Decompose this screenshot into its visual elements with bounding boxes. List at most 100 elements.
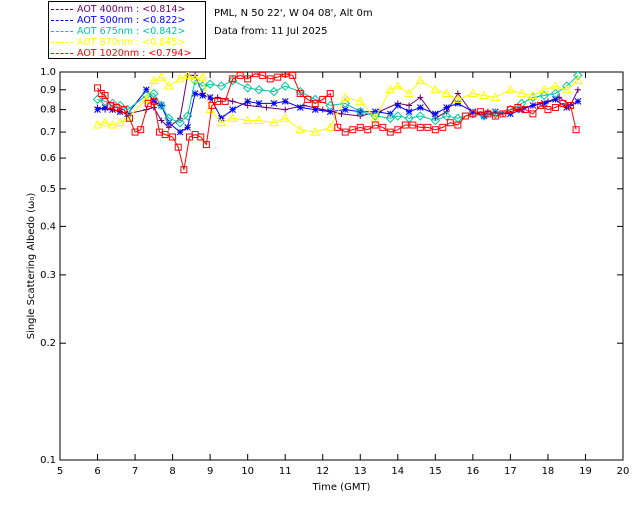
data-point	[197, 133, 205, 141]
data-point	[242, 83, 253, 93]
x-tick-label: 17	[504, 466, 517, 477]
x-tick-label: 7	[132, 466, 138, 477]
data-point	[161, 131, 169, 139]
data-point	[142, 86, 150, 94]
data-point	[454, 100, 462, 107]
data-point	[92, 94, 103, 105]
data-point	[379, 123, 387, 131]
data-point	[202, 141, 210, 149]
data-point	[150, 104, 157, 111]
x-tick-label: 12	[316, 466, 329, 477]
data-point	[244, 75, 252, 83]
data-point	[476, 108, 484, 116]
y-tick-label: 1.0	[40, 67, 56, 78]
plot-frame	[59, 71, 624, 461]
data-point	[244, 98, 252, 105]
data-point	[443, 104, 450, 111]
data-point	[490, 109, 501, 119]
legend-swatch	[51, 9, 73, 10]
legend-swatch	[51, 42, 73, 43]
y-axis-label: Single Scattering Albedo (ω₀)	[26, 193, 37, 340]
data-point	[319, 95, 327, 103]
legend: AOT 400nm : <0.814> AOT 500nm : <0.822> …	[48, 1, 206, 59]
x-tick-label: 6	[94, 466, 100, 477]
data-point	[334, 123, 342, 131]
legend-item: AOT 675nm : <0.842>	[51, 26, 185, 37]
data-point	[393, 111, 403, 121]
y-tick-label: 0.4	[40, 221, 56, 232]
data-point	[137, 126, 145, 134]
data-point	[269, 117, 279, 127]
data-point	[101, 91, 109, 99]
data-point	[416, 123, 424, 131]
data-point	[180, 166, 188, 174]
data-point	[469, 108, 477, 116]
data-point	[355, 107, 365, 117]
legend-item: AOT 500nm : <0.822>	[51, 15, 185, 26]
data-point	[540, 100, 548, 107]
data-point	[236, 72, 244, 79]
data-point	[164, 113, 174, 123]
data-point	[94, 106, 101, 113]
data-point	[280, 81, 290, 91]
data-point	[156, 72, 167, 81]
data-point	[506, 106, 514, 114]
data-point	[516, 98, 527, 109]
legend-label: AOT 500nm : <0.822>	[77, 15, 186, 26]
data-point	[304, 95, 312, 103]
data-point	[415, 111, 426, 121]
data-point	[415, 75, 426, 85]
legend-swatch	[51, 31, 73, 32]
data-point	[182, 72, 193, 79]
data-point	[242, 115, 253, 124]
data-point	[492, 108, 499, 116]
plot-area	[92, 72, 583, 174]
data-point	[174, 143, 182, 151]
data-point	[574, 98, 582, 105]
x-tick-label: 18	[542, 466, 555, 477]
y-tick-label: 0.2	[40, 338, 56, 349]
data-point	[572, 126, 580, 134]
data-point	[107, 120, 118, 129]
data-point	[439, 123, 447, 131]
data-point	[175, 73, 185, 83]
data-point	[385, 113, 396, 123]
data-point	[216, 81, 227, 91]
data-point	[197, 72, 208, 81]
axes: 5 6 7 8 9 10 11 12 13 14 15 16 17 18 19 20 0.1 0.2 0.3 0.4 0…	[26, 67, 629, 493]
data-point	[338, 110, 345, 117]
data-point	[469, 110, 477, 118]
data-point	[280, 113, 291, 122]
legend-item: AOT 1020nm : <0.794>	[51, 48, 191, 59]
data-point	[499, 110, 507, 118]
data-point	[206, 94, 214, 101]
data-point	[295, 124, 306, 134]
data-point	[479, 90, 489, 99]
data-point	[514, 104, 522, 112]
data-point	[454, 121, 462, 129]
data-point	[446, 119, 454, 127]
data-point	[229, 98, 236, 105]
data-point	[341, 106, 349, 113]
data-point	[311, 99, 319, 107]
data-point	[191, 90, 199, 97]
data-point	[97, 90, 105, 98]
x-tick-label: 15	[429, 466, 442, 477]
data-point	[311, 106, 319, 113]
data-point	[505, 84, 516, 94]
series-line	[97, 74, 579, 133]
data-point	[563, 104, 571, 111]
data-point	[269, 86, 279, 97]
data-point	[431, 110, 439, 118]
legend-swatch	[51, 53, 73, 54]
data-point	[281, 98, 289, 105]
data-point	[385, 84, 396, 94]
date-info: Data from: 11 Jul 2025	[214, 26, 328, 37]
x-tick-label: 19	[579, 466, 592, 477]
data-point	[319, 106, 326, 113]
data-point	[214, 97, 222, 105]
series-line	[97, 75, 579, 124]
data-point	[208, 101, 216, 109]
data-point	[551, 104, 559, 112]
